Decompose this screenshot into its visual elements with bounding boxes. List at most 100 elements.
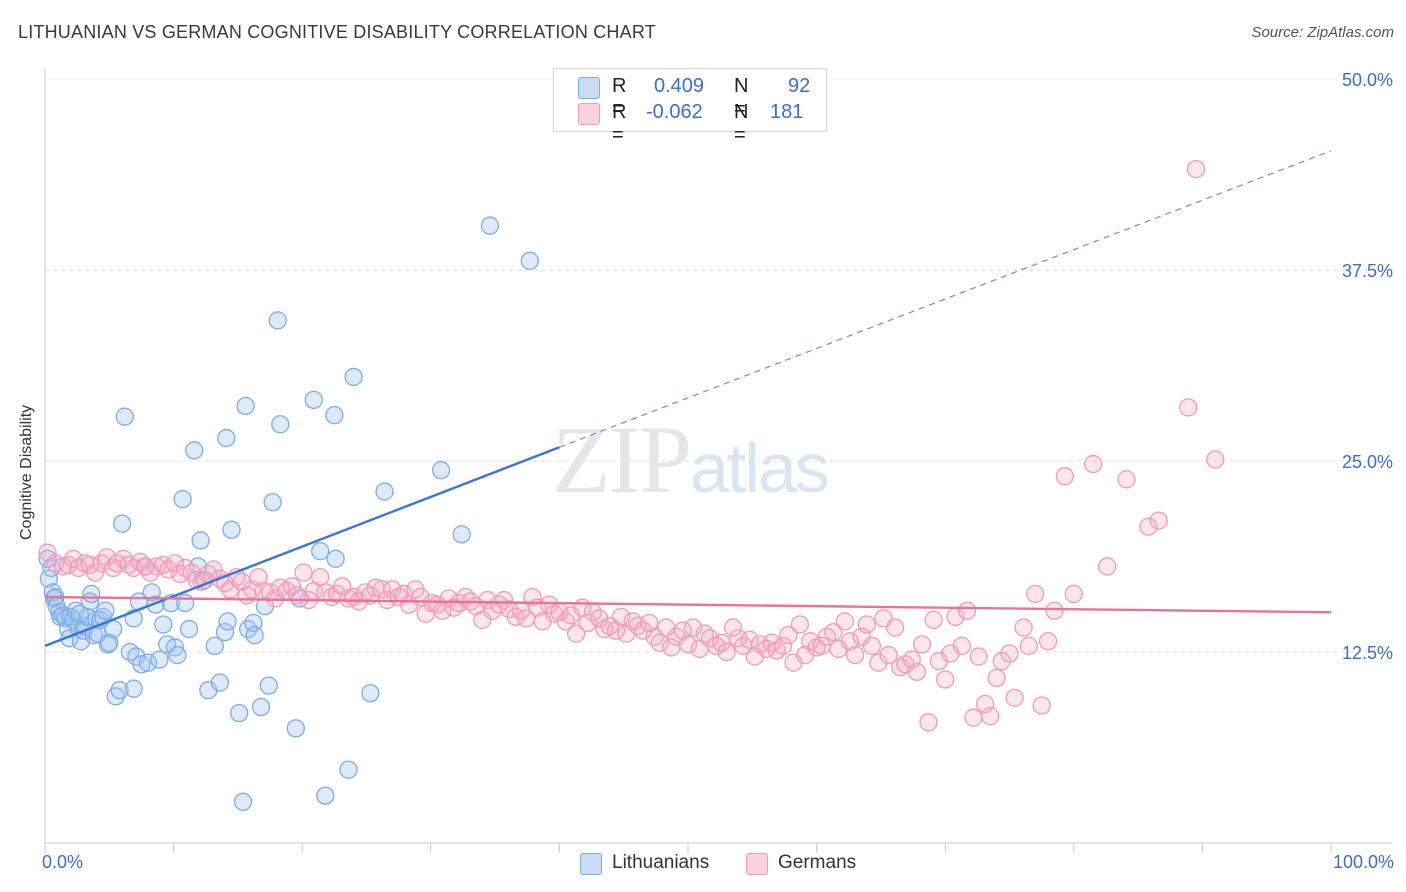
data-point xyxy=(286,719,305,738)
data-point xyxy=(138,653,158,672)
data-point xyxy=(790,615,810,634)
legend-swatch xyxy=(578,103,600,125)
data-point xyxy=(835,612,855,631)
data-point xyxy=(1000,644,1019,663)
n-label: N = xyxy=(734,75,749,120)
data-point xyxy=(520,251,539,270)
data-point xyxy=(1019,636,1038,656)
data-point xyxy=(824,622,843,642)
data-point xyxy=(683,618,703,637)
data-point xyxy=(1098,557,1117,576)
data-point xyxy=(205,636,224,656)
data-point xyxy=(232,572,251,591)
data-point xyxy=(566,624,586,643)
n-value: 92 xyxy=(788,75,811,97)
y-tick-label: 12.5% xyxy=(1342,643,1393,663)
data-point xyxy=(712,633,731,652)
data-point xyxy=(907,662,927,682)
data-point xyxy=(233,792,253,811)
legend-swatch xyxy=(578,77,600,99)
data-point xyxy=(110,681,129,700)
data-point xyxy=(113,514,132,533)
data-point xyxy=(952,636,972,656)
data-point xyxy=(590,609,609,628)
data-point xyxy=(846,645,865,665)
data-point xyxy=(236,396,255,416)
data-point xyxy=(115,407,134,426)
data-point xyxy=(539,595,559,614)
data-point xyxy=(39,569,59,588)
data-point xyxy=(311,542,330,561)
data-point xyxy=(1014,618,1033,637)
data-point xyxy=(740,630,759,649)
data-point xyxy=(924,610,943,630)
data-point xyxy=(452,525,471,544)
data-point xyxy=(96,601,115,620)
axes xyxy=(44,68,1392,853)
data-point xyxy=(245,626,264,645)
data-point xyxy=(473,610,492,630)
data-point xyxy=(957,601,977,620)
data-point xyxy=(936,670,955,689)
data-point xyxy=(222,520,241,539)
data-point xyxy=(268,311,287,330)
data-point xyxy=(344,367,363,387)
data-point xyxy=(723,618,743,637)
legend-label: Germans xyxy=(778,852,857,873)
data-point xyxy=(339,760,358,779)
data-point xyxy=(1117,470,1136,489)
data-point xyxy=(326,549,345,568)
data-point xyxy=(494,590,514,610)
trend-lines xyxy=(44,150,1332,648)
data-point xyxy=(862,636,882,656)
data-point xyxy=(168,645,187,665)
data-point xyxy=(611,607,631,627)
data-point xyxy=(64,549,83,568)
data-point xyxy=(964,708,983,727)
data-point xyxy=(263,493,282,512)
data-point xyxy=(311,567,330,587)
data-point xyxy=(912,635,932,654)
data-point xyxy=(678,635,698,654)
data-point xyxy=(879,645,898,665)
data-point xyxy=(100,633,119,652)
data-point xyxy=(173,490,192,509)
watermark-atlas: atlas xyxy=(690,429,830,507)
data-point xyxy=(271,415,290,434)
data-point xyxy=(1005,688,1024,707)
data-point xyxy=(191,531,210,550)
data-point xyxy=(316,786,335,805)
x-tick-max: 100.0% xyxy=(1332,852,1394,872)
data-point xyxy=(640,613,659,633)
data-point xyxy=(185,441,204,460)
data-point xyxy=(147,557,167,576)
data-points xyxy=(38,160,1225,811)
data-point xyxy=(869,653,888,672)
data-point xyxy=(1139,517,1158,536)
data-point xyxy=(294,563,313,582)
x-tick-min: 0.0% xyxy=(42,852,84,872)
data-point xyxy=(1032,696,1051,715)
data-point xyxy=(595,619,614,639)
data-point xyxy=(523,587,542,607)
data-point xyxy=(259,676,278,695)
data-point xyxy=(282,577,302,596)
data-point xyxy=(981,707,1000,726)
data-point xyxy=(1064,584,1083,604)
data-point xyxy=(673,621,693,640)
y-tick-labels: 12.5% 25.0% 37.5% 50.0% xyxy=(1342,70,1393,663)
y-axis-label: Cognitive Disability xyxy=(18,404,35,540)
data-point xyxy=(375,482,394,501)
data-point xyxy=(1186,160,1206,179)
data-point xyxy=(1149,511,1168,530)
data-point xyxy=(987,668,1006,688)
data-point xyxy=(124,679,143,698)
data-point xyxy=(1038,632,1058,651)
data-point xyxy=(176,593,195,613)
data-point xyxy=(919,713,938,732)
data-point xyxy=(372,580,392,599)
data-point xyxy=(218,612,237,631)
data-point xyxy=(840,632,860,651)
data-point xyxy=(154,615,173,634)
